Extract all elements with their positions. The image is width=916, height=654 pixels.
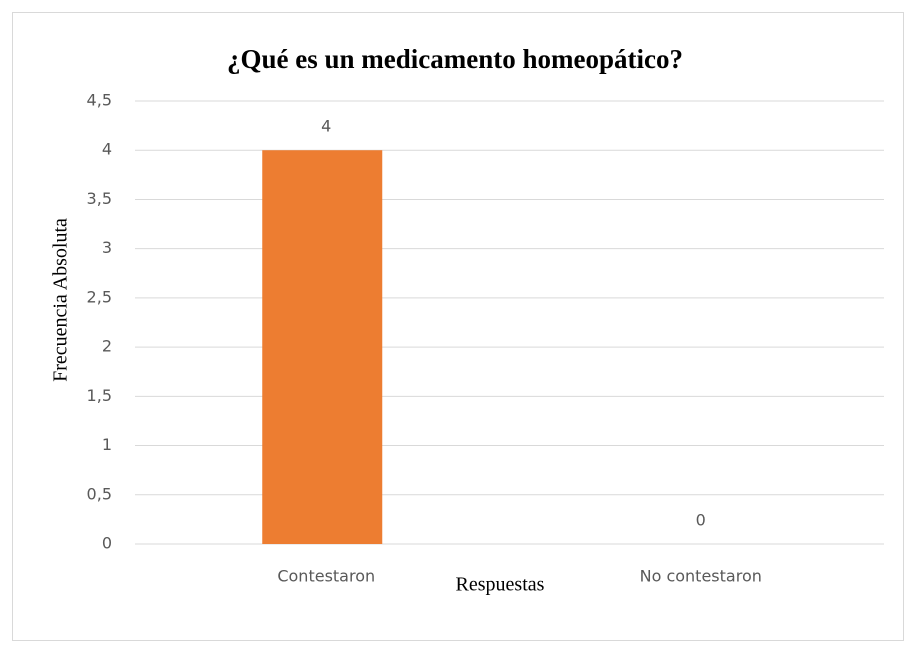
y-axis-label: Frecuencia Absoluta [50,218,72,382]
y-tick-label: 4,5 [87,91,112,110]
y-tick-label: 1,5 [87,386,112,405]
chart-border [12,12,904,641]
y-tick-label: 0 [102,534,112,553]
data-label: 4 [321,117,331,136]
x-tick-label: No contestaron [640,567,762,586]
chart-title: ¿Qué es un medicamento homeopático? [227,44,683,74]
x-axis-label: Respuestas [456,574,545,596]
y-tick-label: 2,5 [87,287,112,306]
y-tick-label: 3 [102,238,112,257]
bar [262,150,383,544]
y-tick-label: 2 [102,337,112,356]
data-label: 0 [696,511,706,530]
x-tick-label: Contestaron [277,567,375,586]
y-tick-label: 1 [102,435,112,454]
y-tick-label: 4 [102,140,112,159]
y-tick-label: 3,5 [87,189,112,208]
y-tick-label: 0,5 [87,484,112,503]
